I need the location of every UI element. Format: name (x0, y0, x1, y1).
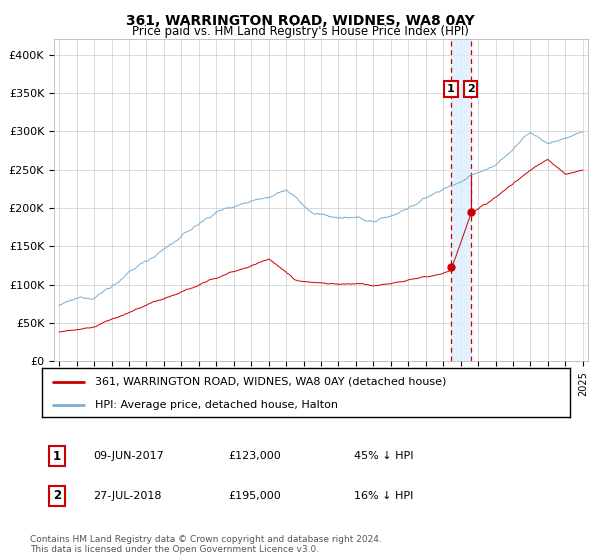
Bar (451, 39, 470, 361)
Text: 2: 2 (53, 489, 61, 502)
Text: £195,000: £195,000 (228, 491, 281, 501)
Text: 45% ↓ HPI: 45% ↓ HPI (354, 451, 413, 461)
Text: 361, WARRINGTON ROAD, WIDNES, WA8 0AY (detached house): 361, WARRINGTON ROAD, WIDNES, WA8 0AY (d… (95, 377, 446, 387)
Text: 27-JUL-2018: 27-JUL-2018 (93, 491, 161, 501)
Text: £123,000: £123,000 (228, 451, 281, 461)
Text: 09-JUN-2017: 09-JUN-2017 (93, 451, 164, 461)
Text: 16% ↓ HPI: 16% ↓ HPI (354, 491, 413, 501)
Text: HPI: Average price, detached house, Halton: HPI: Average price, detached house, Halt… (95, 400, 338, 410)
Text: 361, WARRINGTON ROAD, WIDNES, WA8 0AY: 361, WARRINGTON ROAD, WIDNES, WA8 0AY (125, 14, 475, 28)
Text: 1: 1 (447, 84, 455, 94)
Text: 1: 1 (53, 450, 61, 463)
Text: Price paid vs. HM Land Registry's House Price Index (HPI): Price paid vs. HM Land Registry's House … (131, 25, 469, 38)
Text: Contains HM Land Registry data © Crown copyright and database right 2024.
This d: Contains HM Land Registry data © Crown c… (30, 535, 382, 554)
Text: 2: 2 (467, 84, 475, 94)
